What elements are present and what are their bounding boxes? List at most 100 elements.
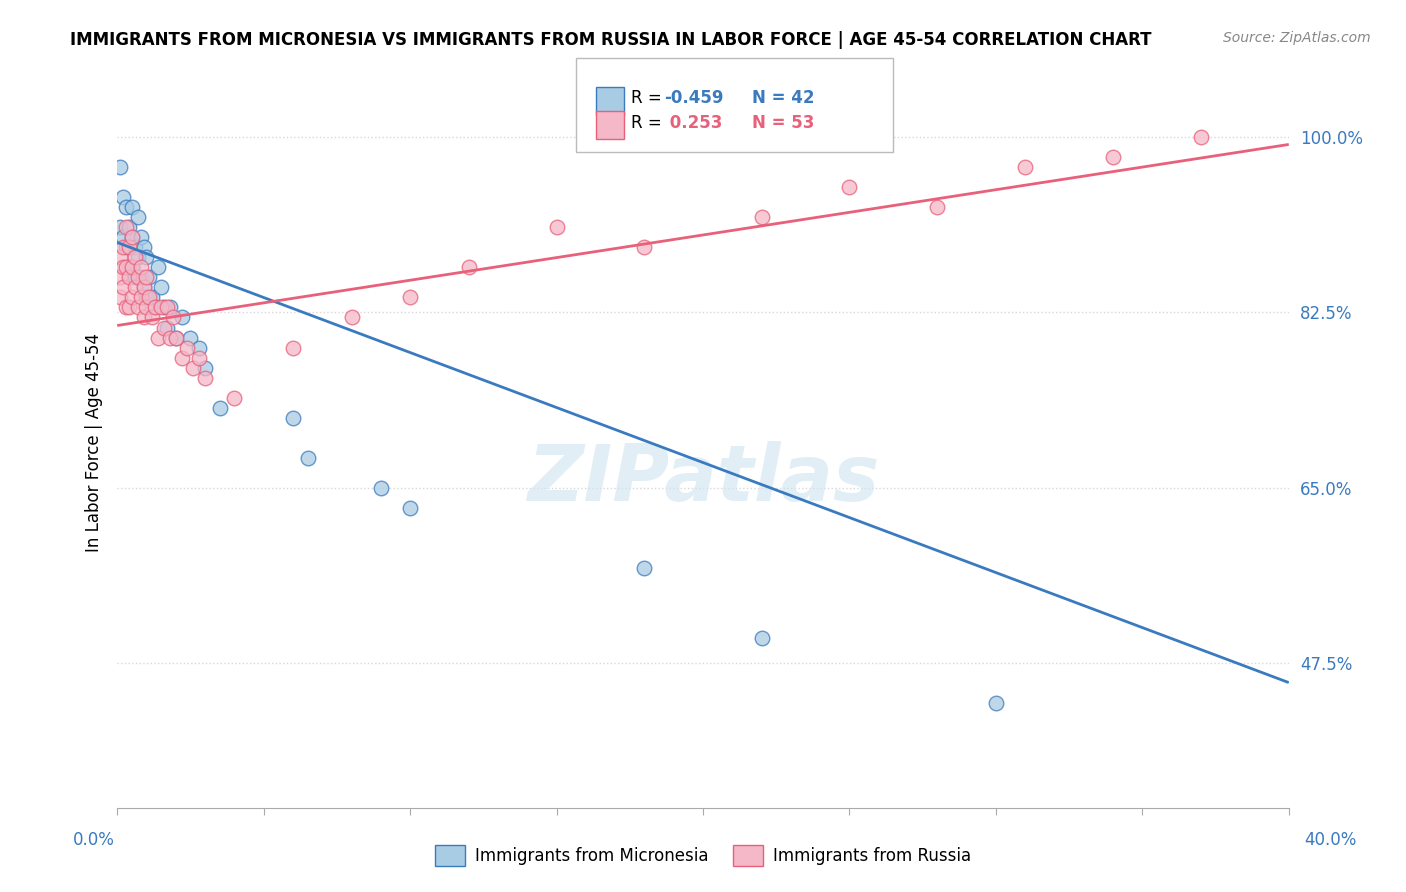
Point <box>179 330 201 344</box>
Point <box>124 280 146 294</box>
Point <box>141 310 163 325</box>
Point <box>751 631 773 645</box>
Text: -0.459: -0.459 <box>664 89 723 107</box>
Point <box>115 220 138 235</box>
Point <box>124 270 146 285</box>
Point <box>633 560 655 574</box>
Point <box>115 301 138 315</box>
Point <box>121 260 143 275</box>
Point <box>984 696 1007 710</box>
Point <box>132 280 155 294</box>
Point <box>188 341 211 355</box>
Legend: Immigrants from Micronesia, Immigrants from Russia: Immigrants from Micronesia, Immigrants f… <box>427 838 979 872</box>
Text: N = 53: N = 53 <box>752 114 814 132</box>
Point <box>112 240 135 254</box>
Text: 0.0%: 0.0% <box>73 831 115 849</box>
Point <box>108 270 131 285</box>
Point <box>108 161 131 175</box>
Point <box>115 240 138 254</box>
Point <box>132 310 155 325</box>
Point <box>156 301 179 315</box>
Point <box>188 351 211 365</box>
Point <box>121 291 143 305</box>
Point <box>340 310 363 325</box>
Point <box>124 251 146 265</box>
Point <box>121 260 143 275</box>
Y-axis label: In Labor Force | Age 45-54: In Labor Force | Age 45-54 <box>86 333 103 552</box>
Point <box>127 251 149 265</box>
Point <box>118 260 141 275</box>
Point <box>633 240 655 254</box>
Point <box>153 320 176 334</box>
Point <box>135 301 157 315</box>
Point <box>132 280 155 294</box>
Text: R =: R = <box>631 114 668 132</box>
Point <box>838 180 860 194</box>
Point <box>118 240 141 254</box>
Point <box>148 330 170 344</box>
Point <box>112 230 135 244</box>
Point <box>112 280 135 294</box>
Point <box>108 291 131 305</box>
Point <box>224 391 246 405</box>
Text: R =: R = <box>631 89 668 107</box>
Point <box>297 450 319 465</box>
Point <box>457 260 479 275</box>
Point <box>127 301 149 315</box>
Point <box>281 410 304 425</box>
Point <box>150 280 173 294</box>
Point <box>194 360 217 375</box>
Text: Source: ZipAtlas.com: Source: ZipAtlas.com <box>1223 31 1371 45</box>
Point <box>121 201 143 215</box>
Point <box>108 251 131 265</box>
Point <box>281 341 304 355</box>
Point <box>129 230 152 244</box>
Point <box>143 301 166 315</box>
Point <box>153 301 176 315</box>
Point <box>751 211 773 225</box>
Text: ZIPatlas: ZIPatlas <box>527 441 879 517</box>
Point <box>127 211 149 225</box>
Point <box>118 270 141 285</box>
Point <box>148 260 170 275</box>
Point <box>135 251 157 265</box>
Point <box>112 190 135 204</box>
Point <box>150 301 173 315</box>
Text: N = 42: N = 42 <box>752 89 814 107</box>
Point <box>165 330 187 344</box>
Point <box>927 201 949 215</box>
Text: 0.253: 0.253 <box>664 114 723 132</box>
Text: IMMIGRANTS FROM MICRONESIA VS IMMIGRANTS FROM RUSSIA IN LABOR FORCE | AGE 45-54 : IMMIGRANTS FROM MICRONESIA VS IMMIGRANTS… <box>70 31 1152 49</box>
Point <box>170 310 193 325</box>
Point <box>108 220 131 235</box>
Point <box>129 291 152 305</box>
Point <box>121 230 143 244</box>
Point <box>115 201 138 215</box>
Text: 40.0%: 40.0% <box>1305 831 1357 849</box>
Point <box>156 320 179 334</box>
Point <box>194 370 217 384</box>
Point <box>115 260 138 275</box>
Point <box>138 270 160 285</box>
Point <box>118 301 141 315</box>
Point <box>135 270 157 285</box>
Point <box>129 270 152 285</box>
Point <box>208 401 231 415</box>
Point <box>159 330 181 344</box>
Point <box>165 330 187 344</box>
Point <box>1189 130 1212 145</box>
Point <box>370 481 392 495</box>
Point <box>162 310 184 325</box>
Point <box>141 291 163 305</box>
Point <box>121 230 143 244</box>
Point <box>127 270 149 285</box>
Point <box>183 360 205 375</box>
Point <box>135 291 157 305</box>
Point <box>132 240 155 254</box>
Point <box>138 291 160 305</box>
Point <box>1014 161 1036 175</box>
Point <box>143 301 166 315</box>
Point <box>1102 151 1125 165</box>
Point <box>159 301 181 315</box>
Point <box>176 341 198 355</box>
